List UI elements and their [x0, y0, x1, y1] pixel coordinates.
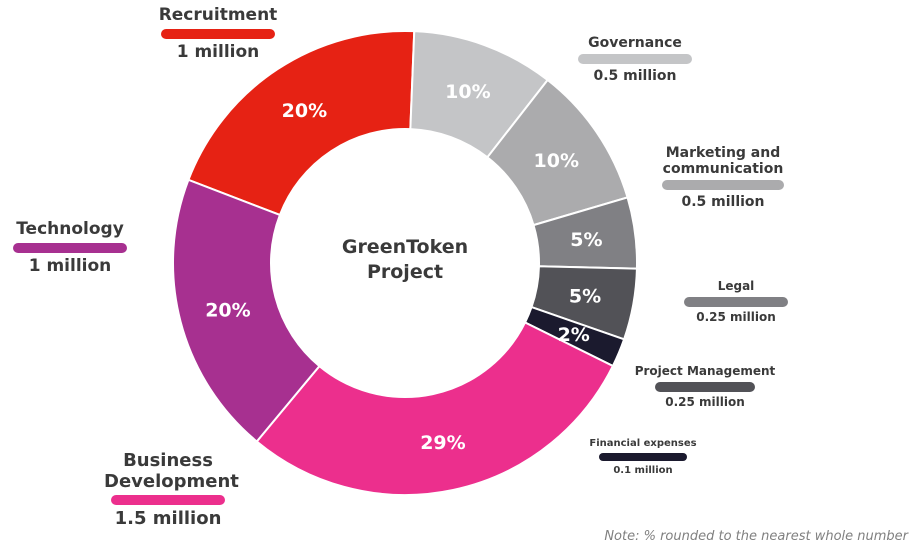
label-business-development-bar [111, 495, 225, 506]
label-marketing-bar [662, 180, 784, 191]
donut-slice-business-development [255, 321, 615, 496]
label-technology-name: Technology [16, 219, 124, 239]
label-governance-name: Governance [588, 35, 682, 51]
label-governance-bar [578, 54, 692, 65]
label-project-management-amount: 0.25 million [665, 394, 745, 409]
slice-percent-label: 20% [205, 299, 250, 321]
donut-slice-recruitment [187, 30, 416, 217]
label-project-management-bar [655, 381, 755, 392]
label-marketing-amount: 0.5 million [681, 194, 765, 211]
center-title-line-1: GreenToken [342, 236, 468, 258]
label-governance: Governance 0.5 million [575, 35, 695, 84]
label-governance-amount: 0.5 million [593, 68, 677, 85]
label-legal: Legal 0.25 million [680, 279, 792, 325]
label-technology-bar [13, 242, 127, 253]
label-financial-expenses-bar [599, 452, 687, 461]
label-marketing-name: Marketing and communication [662, 145, 784, 178]
label-project-management: Project Management 0.25 million [628, 364, 782, 410]
label-legal-name: Legal [717, 279, 755, 293]
slice-percent-label: 5% [570, 229, 602, 251]
label-recruitment-bar [161, 28, 275, 39]
label-recruitment-name: Recruitment [158, 5, 278, 25]
slice-percent-label: 10% [534, 150, 579, 172]
slice-percent-label: 2% [558, 324, 590, 346]
label-technology-amount: 1 million [28, 255, 112, 276]
slice-percent-label: 10% [445, 81, 490, 103]
label-financial-expenses-amount: 0.1 million [613, 464, 673, 476]
label-project-management-name: Project Management [634, 364, 776, 378]
label-marketing: Marketing and communication 0.5 million [650, 145, 796, 210]
slice-percent-label: 5% [569, 286, 601, 308]
label-technology: Technology 1 million [8, 219, 132, 276]
label-business-development: Business Development 1.5 million [86, 450, 250, 530]
donut-slice-technology [172, 178, 321, 443]
slice-percent-label: 20% [282, 100, 327, 122]
center-title-line-2: Project [367, 261, 443, 283]
label-recruitment: Recruitment 1 million [155, 5, 281, 62]
slice-percent-label: 29% [420, 432, 465, 454]
label-financial-expenses-name: Financial expenses [589, 438, 697, 449]
rounding-note: Note: % rounded to the nearest whole num… [604, 529, 908, 544]
label-business-development-amount: 1.5 million [114, 508, 222, 530]
label-business-development-name: Business Development [104, 450, 239, 492]
label-legal-bar [684, 296, 788, 307]
label-legal-amount: 0.25 million [696, 309, 776, 324]
label-financial-expenses: Financial expenses 0.1 million [582, 438, 704, 476]
label-recruitment-amount: 1 million [176, 41, 260, 62]
